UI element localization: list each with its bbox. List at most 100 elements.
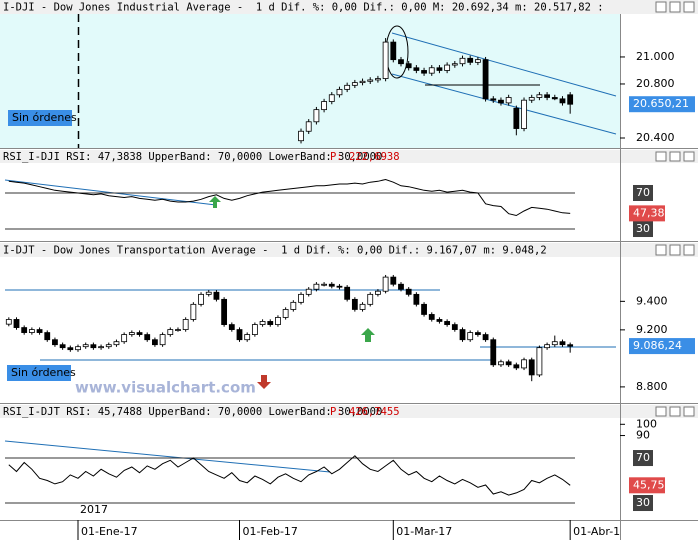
orders-box[interactable] [7, 365, 71, 381]
buy-arrow [209, 196, 221, 208]
panel-header [0, 150, 698, 163]
candle-body [282, 309, 289, 318]
last-value-box [629, 477, 665, 494]
candle-body [536, 94, 543, 98]
candle-body [551, 97, 558, 100]
band-box [633, 495, 653, 512]
candle-body [298, 130, 304, 142]
candle-body [544, 344, 550, 349]
rsi-line [8, 178, 571, 217]
button[interactable] [683, 1, 695, 13]
candle-body [328, 283, 335, 287]
orders-label[interactable]: Sin órdenes [12, 111, 77, 124]
candle-body [313, 283, 320, 290]
candle-body [436, 67, 443, 71]
candle-body [367, 293, 374, 305]
rsi-trend-line [4, 440, 331, 473]
candle-body [313, 109, 320, 123]
orders-box[interactable] [8, 110, 72, 126]
y-tick-label: 9.400 [636, 294, 668, 307]
candle-body [205, 291, 212, 295]
button[interactable] [669, 406, 681, 417]
period-label: P: 222,6938 [330, 151, 400, 163]
band-box [633, 184, 653, 201]
x-tick-label: 01-Mar-17 [396, 525, 452, 538]
candle-body [551, 341, 558, 346]
rsi-line [8, 455, 571, 496]
candle-body [59, 344, 66, 349]
watermark: www.visualchart.com [75, 379, 256, 397]
y-tick-label: 90 [636, 429, 650, 442]
candle-body [490, 98, 497, 101]
candle-body [359, 80, 366, 84]
button[interactable] [669, 151, 681, 162]
candle-body [82, 344, 89, 348]
candle-body [159, 334, 166, 346]
last-value-box [629, 338, 695, 355]
candle-body [498, 361, 504, 366]
button[interactable] [655, 244, 667, 256]
band-label: 30 [636, 496, 650, 509]
candle-body [67, 347, 74, 351]
panel-header [0, 405, 698, 418]
header-buttons[interactable] [655, 1, 695, 417]
button[interactable] [655, 151, 667, 162]
candle-body [344, 286, 351, 300]
candle-body [528, 97, 535, 101]
candle-body [405, 63, 412, 69]
candle-body [267, 321, 274, 325]
candle-body [336, 285, 343, 288]
button[interactable] [669, 1, 681, 13]
candle-body [444, 321, 451, 325]
orders-label[interactable]: Sin órdenes [11, 366, 76, 379]
candle-body [190, 303, 197, 320]
button[interactable] [655, 1, 667, 13]
last-value-label: 47,38 [633, 206, 665, 219]
button[interactable] [669, 244, 681, 256]
candle-body [351, 82, 358, 86]
candle-body [459, 329, 466, 341]
candle-body [428, 314, 435, 320]
candle-body [105, 344, 112, 348]
candle-body [474, 59, 481, 63]
candle-body [321, 283, 327, 286]
button[interactable] [683, 244, 695, 256]
candle-body [559, 98, 566, 104]
candle-body [513, 364, 520, 369]
candle-body [121, 334, 128, 343]
x-tick-label: 01-Ene-17 [81, 525, 138, 538]
button[interactable] [683, 406, 695, 417]
candle-body [290, 301, 297, 310]
candle-body [382, 41, 389, 79]
buy-arrow [361, 328, 375, 342]
button[interactable] [655, 406, 667, 417]
candle-body [359, 303, 366, 310]
candle-body [482, 59, 489, 100]
candle-body [259, 321, 266, 325]
candle-body [421, 70, 427, 74]
candle-body [75, 346, 81, 351]
candle-body [421, 303, 427, 315]
y-tick-label: 100 [636, 417, 657, 430]
candle-body [490, 339, 497, 366]
candle-body [451, 63, 458, 66]
candle-body [305, 288, 312, 295]
candle-body [536, 347, 543, 376]
button[interactable] [683, 151, 695, 162]
candle-body [528, 359, 535, 376]
candle-body [459, 57, 466, 65]
candle-body [175, 329, 181, 331]
candle-body [390, 276, 397, 285]
candle-body [474, 332, 481, 335]
candle-body [444, 64, 451, 71]
panel-header [0, 243, 698, 257]
y-tick-label: 21.000 [636, 50, 675, 63]
candle-body [167, 329, 174, 335]
candle-body [513, 107, 520, 129]
candle-body [413, 293, 420, 305]
last-value-box [629, 205, 665, 222]
candle-body [505, 97, 512, 104]
candle-body [351, 298, 358, 310]
candle-body [467, 332, 474, 341]
candle-body [128, 332, 135, 335]
